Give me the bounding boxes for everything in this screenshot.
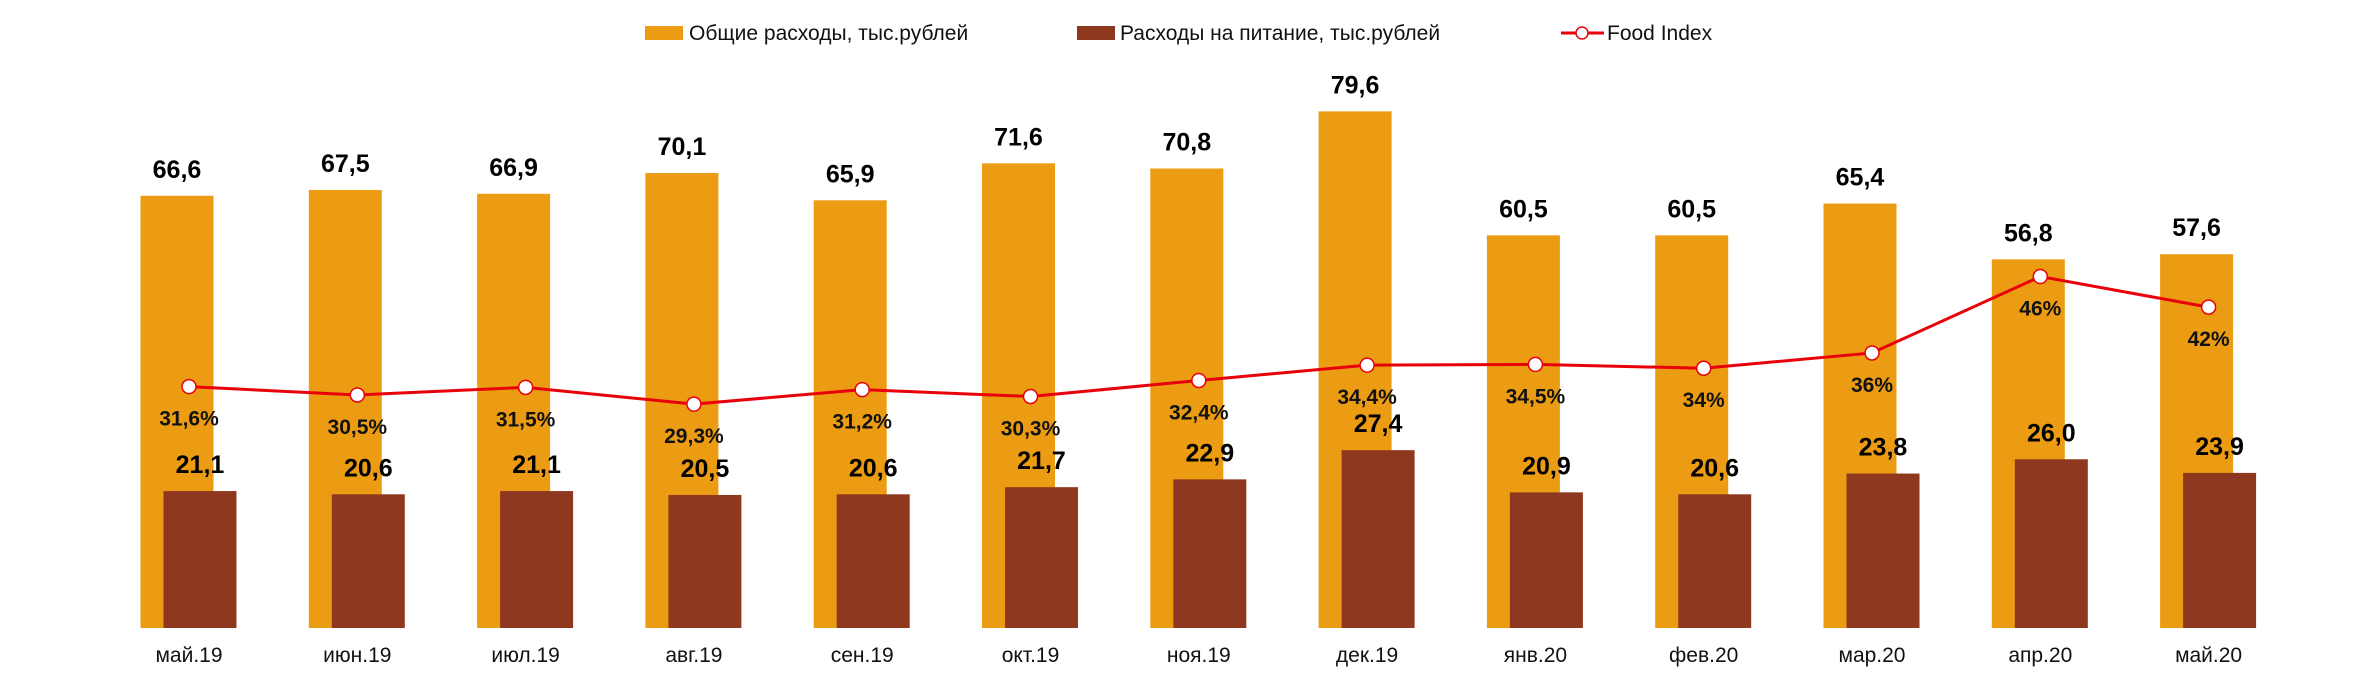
food-index-marker bbox=[349, 387, 366, 403]
bar-food bbox=[2014, 459, 2088, 628]
data-label-index: 30,5% bbox=[328, 416, 388, 439]
data-label-index: 31,2% bbox=[832, 411, 892, 434]
data-label-index: 42% bbox=[2188, 328, 2230, 351]
data-label-food: 20,5 bbox=[681, 455, 730, 483]
x-tick-label: янв.20 bbox=[1504, 644, 1567, 667]
food-index-marker bbox=[517, 379, 534, 396]
legend: Общие расходы, тыс.рублей Расходы на пит… bbox=[645, 22, 1713, 45]
food-index-marker bbox=[1022, 388, 1039, 405]
data-label-food: 21,7 bbox=[1017, 447, 1066, 475]
data-label-index: 31,6% bbox=[159, 408, 219, 431]
food-index-marker bbox=[1191, 372, 1207, 389]
food-index-marker bbox=[1864, 345, 1880, 361]
legend-label-index: Food Index bbox=[1607, 22, 1713, 45]
data-label-food: 27,4 bbox=[1354, 410, 1403, 438]
bar-food bbox=[836, 494, 910, 628]
data-label-total: 67,5 bbox=[321, 150, 370, 178]
x-tick-label: сен.19 bbox=[831, 644, 894, 667]
legend-label-total: Общие расходы, тыс.рублей bbox=[689, 22, 968, 45]
data-label-total: 70,8 bbox=[1162, 129, 1211, 157]
data-label-index: 34,4% bbox=[1337, 386, 1397, 409]
x-tick-label: май.20 bbox=[2175, 644, 2242, 667]
data-label-food: 22,9 bbox=[1185, 439, 1234, 467]
data-label-total: 70,1 bbox=[658, 133, 707, 161]
data-label-index: 30,3% bbox=[1001, 418, 1061, 441]
data-label-total: 60,5 bbox=[1667, 195, 1716, 223]
bar-food bbox=[668, 494, 742, 628]
bar-food bbox=[163, 491, 237, 628]
food-index-marker bbox=[2200, 299, 2217, 315]
data-label-food: 20,6 bbox=[344, 454, 393, 482]
data-label-total: 66,9 bbox=[489, 154, 538, 182]
data-label-total: 57,6 bbox=[2172, 214, 2221, 242]
x-tick-label: мар.20 bbox=[1839, 644, 1906, 667]
data-label-food: 26,0 bbox=[2027, 419, 2076, 447]
data-label-total: 65,4 bbox=[1836, 164, 1885, 192]
data-label-food: 20,6 bbox=[1690, 454, 1739, 482]
data-label-index: 29,3% bbox=[664, 425, 724, 448]
food-index-marker bbox=[686, 396, 702, 412]
x-tick-label: май.19 bbox=[155, 644, 222, 667]
data-label-food: 20,6 bbox=[849, 454, 898, 482]
legend-swatch-total bbox=[645, 26, 683, 40]
data-label-food: 23,9 bbox=[2195, 433, 2244, 461]
data-label-food: 21,1 bbox=[512, 451, 561, 479]
food-index-marker bbox=[854, 381, 870, 398]
x-tick-label: ноя.19 bbox=[1167, 644, 1231, 667]
data-label-food: 23,8 bbox=[1859, 434, 1908, 462]
data-label-index: 31,5% bbox=[496, 408, 556, 431]
bar-food bbox=[1005, 487, 1078, 628]
data-label-total: 65,9 bbox=[826, 160, 875, 188]
data-label-index: 34,5% bbox=[1506, 385, 1566, 408]
x-tick-label: авг.19 bbox=[665, 644, 722, 667]
data-label-index: 36% bbox=[1851, 374, 1893, 397]
bar-food bbox=[1509, 492, 1583, 628]
legend-label-food: Расходы на питание, тыс.рублей bbox=[1120, 22, 1440, 45]
food-index-marker bbox=[1359, 357, 1375, 373]
bar-food bbox=[1678, 494, 1752, 628]
x-tick-label: июн.19 bbox=[323, 644, 391, 667]
legend-swatch-food bbox=[1077, 26, 1115, 40]
x-tick-label: окт.19 bbox=[1002, 644, 1060, 667]
data-label-total: 56,8 bbox=[2004, 219, 2053, 247]
data-label-food: 21,1 bbox=[176, 451, 225, 479]
data-label-total: 71,6 bbox=[994, 123, 1043, 151]
food-index-marker bbox=[1695, 360, 1712, 376]
food-index-marker bbox=[181, 378, 197, 395]
data-label-food: 20,9 bbox=[1522, 452, 1571, 480]
legend-marker-index bbox=[1575, 26, 1589, 40]
x-tick-label: июл.19 bbox=[491, 644, 559, 667]
data-label-total: 60,5 bbox=[1499, 195, 1548, 223]
x-tick-label: дек.19 bbox=[1336, 644, 1398, 667]
data-label-total: 79,6 bbox=[1331, 71, 1380, 99]
bar-food bbox=[2183, 472, 2257, 628]
data-label-total: 66,6 bbox=[153, 156, 202, 184]
bar-food bbox=[331, 494, 405, 628]
data-label-index: 34% bbox=[1683, 389, 1725, 412]
bar-food bbox=[1846, 473, 1920, 628]
x-tick-label: апр.20 bbox=[2008, 644, 2072, 667]
bar-food bbox=[1173, 479, 1247, 628]
data-label-index: 46% bbox=[2019, 298, 2061, 321]
x-tick-label: фев.20 bbox=[1669, 644, 1738, 667]
data-label-index: 32,4% bbox=[1169, 401, 1229, 424]
bar-food bbox=[1341, 450, 1415, 628]
food-index-marker bbox=[1527, 356, 1544, 373]
bar-food bbox=[500, 491, 574, 628]
food-index-marker bbox=[2032, 268, 2049, 285]
